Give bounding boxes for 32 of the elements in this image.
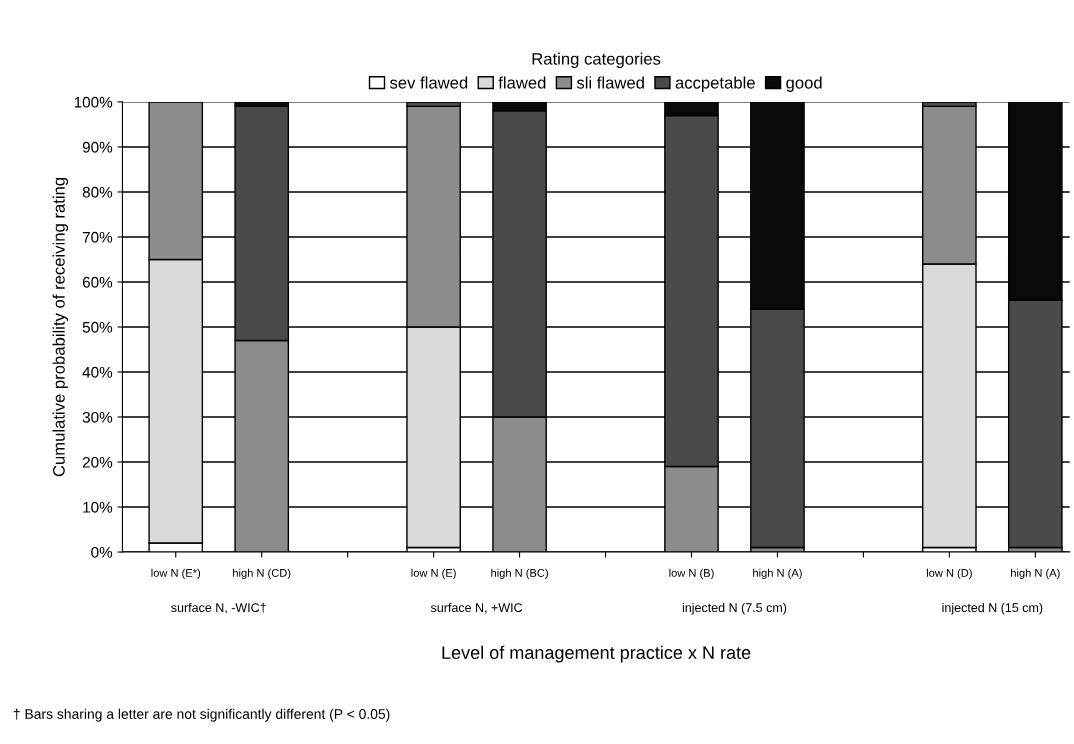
x-tick-label: high N (CD) <box>233 568 291 580</box>
y-tick-label: 90% <box>82 141 113 153</box>
x-tick-label: high N (A) <box>1011 568 1060 580</box>
legend-label: good <box>786 76 822 92</box>
y-tick-label: 60% <box>82 276 113 288</box>
y-tick-label: 40% <box>82 366 113 378</box>
legend-label: flawed <box>498 76 546 89</box>
text: injected N (7.5 cm) <box>682 602 787 615</box>
y-tick-label: 100% <box>74 96 113 108</box>
x-tick-label: low N (E*) <box>151 568 201 580</box>
y-tick-label: 10% <box>83 501 113 513</box>
x-axis-title: Level of management practice x N rate <box>442 645 751 663</box>
x-tick-label: low N (D) <box>926 568 972 580</box>
legend-label: sev flawed <box>389 76 468 89</box>
legend-label: sli flawed <box>576 76 644 89</box>
text: surface N, +WIC <box>430 602 523 614</box>
y-axis-title: Cumulative probability of receiving rating <box>52 177 69 477</box>
y-tick-label: 20% <box>82 456 113 468</box>
legend-title: Rating categories <box>532 52 661 69</box>
x-tick-label: high N (A) <box>753 568 802 580</box>
x-tick-label: low N (E) <box>411 568 456 580</box>
y-tick-label: 80% <box>82 186 113 198</box>
legend-label: accpetable <box>675 76 755 92</box>
text: surface N, -WIC† <box>171 602 266 614</box>
text: injected N (15 cm) <box>942 602 1043 615</box>
x-tick-label: low N (B) <box>669 568 714 580</box>
text: † Bars sharing a letter are not significantly different (P < 0.05) <box>13 708 390 722</box>
y-tick-label: 30% <box>82 411 113 423</box>
y-tick-label: 0% <box>91 546 113 558</box>
y-tick-label: 70% <box>82 231 113 243</box>
y-tick-label: 50% <box>82 321 113 333</box>
x-tick-label: high N (BC) <box>491 568 548 580</box>
